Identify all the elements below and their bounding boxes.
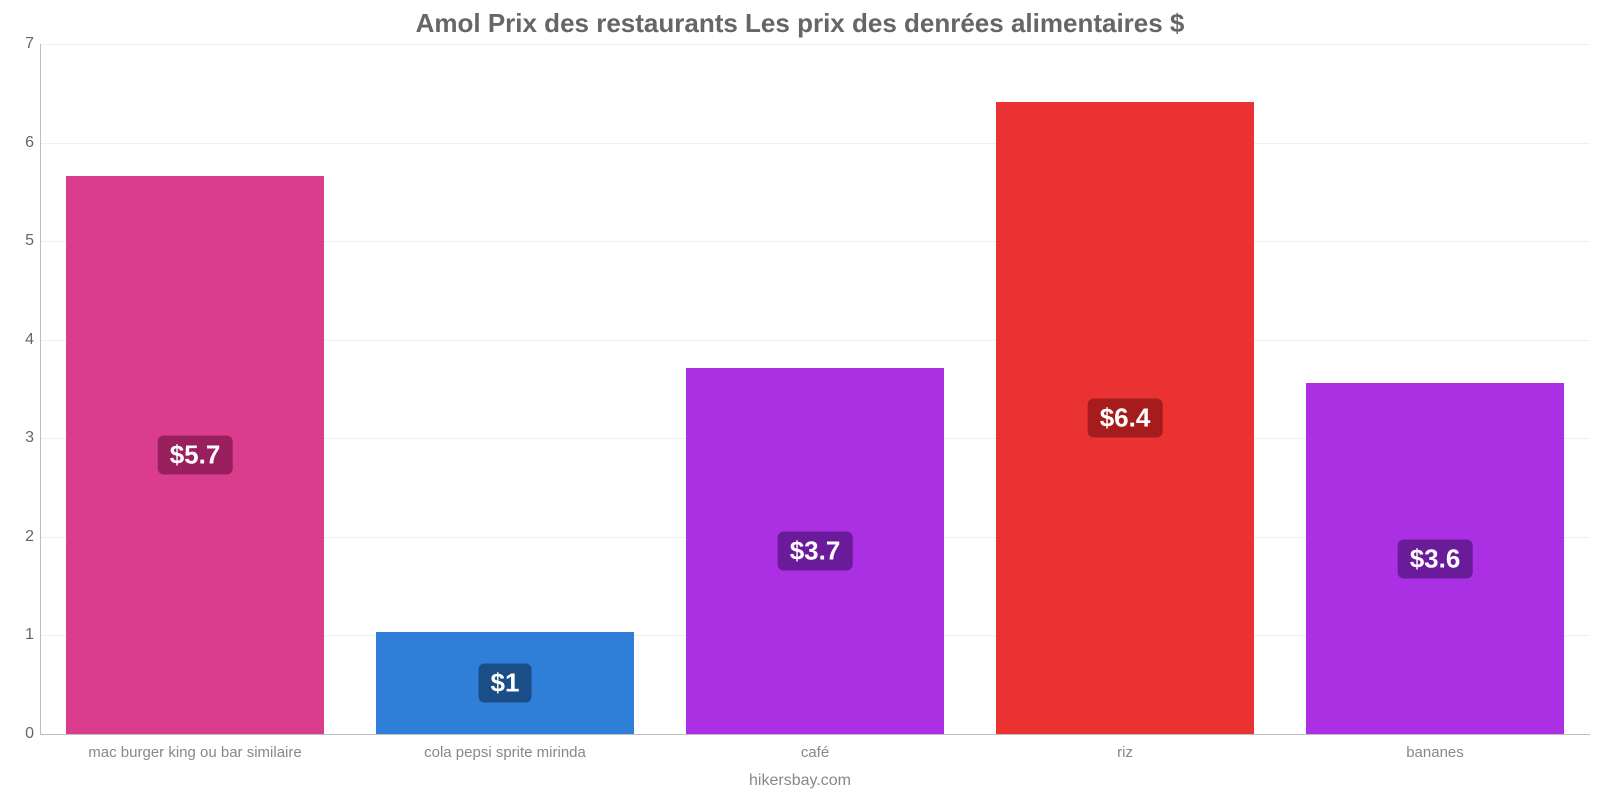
price-chart: Amol Prix des restaurants Les prix des d… [0, 0, 1600, 800]
x-tick-label: mac burger king ou bar similaire [46, 744, 343, 761]
value-badge: $5.7 [158, 436, 233, 475]
x-tick-label: bananes [1286, 744, 1583, 761]
plot-area: $5.7 $1 $3.7 $6.4 $3.6 [40, 44, 1590, 734]
bars-layer: $5.7 $1 $3.7 $6.4 $3.6 [40, 44, 1590, 734]
x-tick-label: café [666, 744, 963, 761]
value-badge: $1 [479, 664, 532, 703]
y-tick-label: 6 [10, 134, 34, 152]
y-tick-label: 1 [10, 626, 34, 644]
value-badge: $3.6 [1398, 539, 1473, 578]
value-badge: $3.7 [778, 532, 853, 571]
source-label: hikersbay.com [0, 772, 1600, 790]
y-tick-label: 3 [10, 429, 34, 447]
chart-title: Amol Prix des restaurants Les prix des d… [0, 8, 1600, 39]
x-axis-line [40, 734, 1590, 735]
x-tick-label: cola pepsi sprite mirinda [356, 744, 653, 761]
y-tick-label: 2 [10, 528, 34, 546]
y-tick-label: 7 [10, 35, 34, 53]
x-tick-label: riz [976, 744, 1273, 761]
y-tick-label: 4 [10, 331, 34, 349]
y-tick-label: 0 [10, 725, 34, 743]
value-badge: $6.4 [1088, 399, 1163, 438]
y-tick-label: 5 [10, 232, 34, 250]
